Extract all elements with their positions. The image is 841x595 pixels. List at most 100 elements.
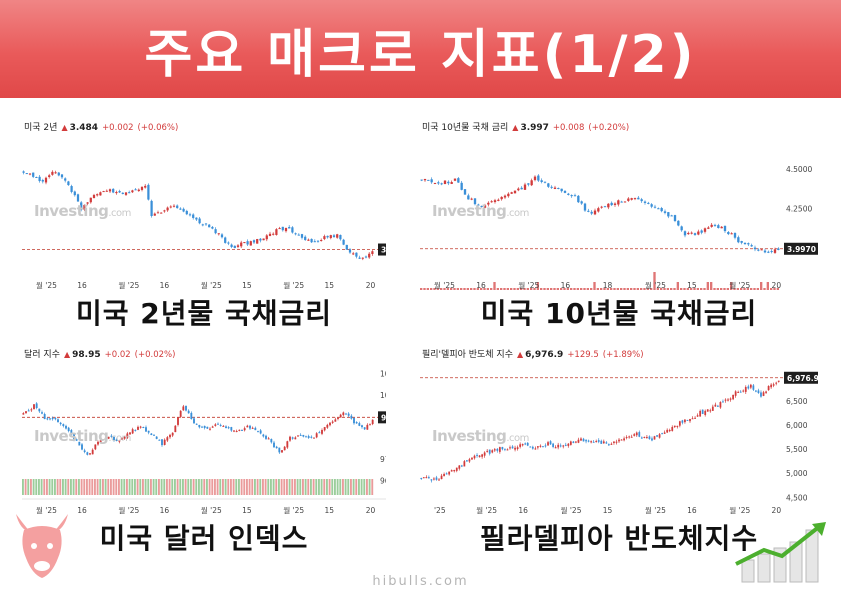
volume-bar [430, 288, 433, 290]
candle [470, 198, 473, 200]
candle [230, 244, 233, 247]
candle [430, 179, 433, 183]
candle [537, 175, 540, 181]
candle [448, 471, 451, 475]
candle [121, 437, 123, 440]
candle [137, 426, 139, 430]
candle [763, 250, 767, 253]
candle [542, 446, 544, 448]
candle [590, 441, 593, 443]
volume-bar [355, 479, 358, 495]
volume-bar [102, 479, 104, 495]
candle [203, 425, 206, 428]
candle [270, 438, 273, 443]
candle [627, 198, 630, 201]
volume-bar [123, 479, 126, 495]
volume-bar [736, 288, 739, 290]
volume-bar [142, 479, 144, 495]
candle [332, 235, 336, 238]
volume-bar [540, 288, 543, 290]
candle [369, 424, 371, 426]
caption-us-2y: 미국 2년물 국채금리 [75, 297, 333, 330]
candle [513, 190, 517, 194]
candle [355, 422, 358, 424]
candle [706, 409, 709, 412]
candle [777, 380, 780, 382]
y-tick-label: 101.00 [380, 369, 386, 378]
candle [730, 233, 733, 235]
y-tick-label: 4,500 [786, 493, 808, 502]
candle [78, 441, 81, 446]
y-tick-label: 4.2500 [786, 205, 812, 214]
up-arrow-icon: ▲ [61, 123, 68, 132]
volume-bar [740, 288, 743, 290]
chart-header: 미국 10년물 국채 금리 ▲ 3.997 +0.008 (+0.20%) [422, 120, 629, 134]
volume-bar [334, 479, 336, 495]
candle [653, 436, 656, 440]
candle [193, 418, 195, 424]
volume-bar [48, 479, 51, 495]
volume-bar [368, 479, 371, 495]
volume-bar [224, 479, 227, 495]
candle [361, 425, 363, 428]
candle [198, 424, 201, 428]
volume-bar [118, 479, 120, 495]
candle [246, 425, 249, 428]
candle [770, 384, 773, 388]
volume-bar [176, 479, 179, 495]
candle [531, 446, 534, 449]
volume-bar [326, 479, 328, 495]
candle [646, 436, 648, 438]
candle [283, 446, 286, 451]
candle [507, 193, 510, 197]
candle [297, 435, 299, 437]
candle [460, 465, 463, 467]
candle [305, 436, 307, 438]
series-value: 6,976.9 [525, 350, 564, 360]
candle [580, 438, 582, 441]
volume-bar [347, 479, 350, 495]
candle [547, 183, 550, 187]
volume-bar [94, 479, 96, 495]
volume-bar [307, 479, 310, 495]
volume-bar [211, 479, 214, 495]
last-value-box [784, 242, 818, 255]
candle [640, 437, 643, 439]
candle [177, 417, 179, 425]
candle [60, 174, 64, 178]
candle [747, 386, 750, 389]
volume-bar [680, 288, 683, 290]
candle [478, 455, 481, 458]
volume-bar [570, 288, 573, 290]
candle [348, 249, 352, 253]
y-tick-label: 96.00 [380, 477, 386, 486]
candle [201, 426, 203, 428]
candle [750, 245, 753, 247]
candle [521, 444, 524, 446]
candle [345, 413, 347, 415]
candle [613, 203, 617, 205]
candle [326, 235, 329, 238]
candle [497, 199, 500, 201]
candle [259, 238, 262, 241]
volume-bar [171, 479, 174, 495]
candle [54, 172, 57, 174]
volume-bar [280, 479, 283, 495]
candle [355, 252, 358, 257]
volume-bar [593, 282, 596, 290]
volume-bar [583, 288, 586, 290]
candle [572, 441, 575, 443]
candle [539, 445, 542, 447]
candle [25, 411, 27, 414]
candle [567, 443, 570, 446]
volume-bar [267, 479, 270, 495]
candle [767, 386, 770, 391]
candle [140, 186, 144, 190]
candle [368, 253, 371, 258]
volume-bar [550, 288, 553, 290]
volume-bar [163, 479, 166, 495]
candle [289, 436, 291, 441]
chart-panel-dxy: 월 '25 16 월 '25 16 월 '25 15 월 '25 15 20 101.00 100.… [22, 343, 386, 517]
volume-bar [110, 479, 112, 495]
candle [302, 434, 305, 437]
